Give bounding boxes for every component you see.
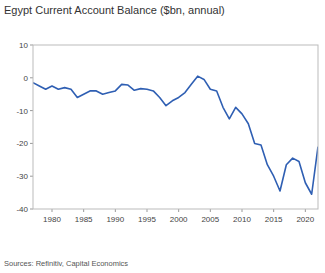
title: Egypt Current Account Balance ($bn, annu… — [4, 4, 225, 16]
x-tick-label: 2005 — [201, 215, 219, 224]
x-tick-label: 1990 — [106, 215, 124, 224]
x-tick-label: 2010 — [233, 215, 251, 224]
y-tick-label: -10 — [16, 107, 28, 116]
chart: Egypt Current Account Balance ($bn, annu… — [0, 0, 325, 273]
plot-frame — [33, 45, 318, 209]
series-line — [33, 76, 318, 194]
y-tick-label: -20 — [16, 139, 28, 148]
x-tick-label: 1985 — [75, 215, 93, 224]
x-tick-label: 1980 — [43, 215, 61, 224]
y-tick-label: 0 — [24, 74, 29, 83]
plot-area — [33, 76, 318, 194]
x-tick-label: 2020 — [296, 215, 314, 224]
source: Sources: Refinitiv, Capital Economics — [4, 259, 128, 268]
y-tick-label: -40 — [16, 205, 28, 214]
y-tick-label: 10 — [19, 41, 28, 50]
y-tick-label: -30 — [16, 172, 28, 181]
x-tick-label: 1995 — [138, 215, 156, 224]
x-tick-label: 2000 — [170, 215, 188, 224]
x-tick-label: 2015 — [265, 215, 283, 224]
